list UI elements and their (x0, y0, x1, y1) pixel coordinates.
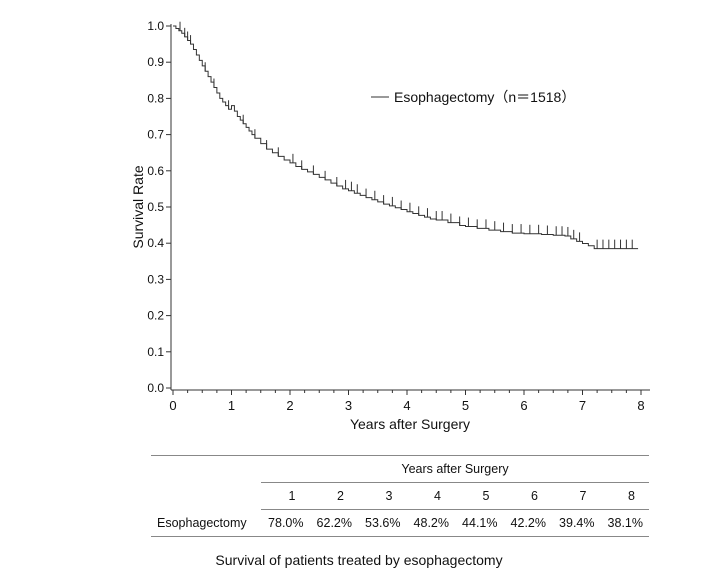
x-tick-label: 0 (169, 398, 176, 413)
y-tick-label: 0.5 (147, 200, 164, 214)
x-tick-label: 6 (520, 398, 527, 413)
plot-area (173, 21, 639, 250)
y-tick-label: 1.0 (147, 19, 164, 33)
y-tick-label: 0.2 (147, 309, 164, 323)
table-corner (151, 455, 261, 483)
y-tick-label: 0.1 (147, 345, 164, 359)
table-cell: 48.2% (406, 509, 455, 537)
x-tick-label: 3 (345, 398, 352, 413)
y-tick-label: 0.6 (147, 164, 164, 178)
y-tick-label: 0.8 (147, 91, 164, 105)
y-axis-ticks: 0.0 0.1 0.2 0.3 0.4 0.5 0.6 0.7 0.8 0.9 1.0 (147, 19, 171, 395)
y-tick-label: 0.0 (147, 381, 164, 395)
table-year-header: 5 (455, 482, 504, 510)
x-axis-ticks: 0 1 2 3 4 5 6 7 8 (169, 390, 645, 413)
table-cell: 38.1% (600, 509, 649, 537)
y-tick-label: 0.4 (147, 236, 164, 250)
y-tick-label: 0.9 (147, 55, 164, 69)
legend-label: Esophagectomy（n＝1518） (394, 89, 575, 105)
x-tick-label: 2 (286, 398, 293, 413)
table-cell: 42.2% (503, 509, 552, 537)
table-year-header: 7 (552, 482, 601, 510)
x-axis-title: Years after Surgery (350, 416, 470, 432)
table-row: Esophagectomy 78.0% 62.2% 53.6% 48.2% 44.1% 4… (151, 509, 649, 537)
table-header: Years after Surgery (261, 455, 649, 483)
x-tick-label: 4 (403, 398, 410, 413)
chart-axes (170, 24, 650, 391)
table-year-header: 6 (503, 482, 552, 510)
x-tick-label: 5 (462, 398, 469, 413)
table-row-label: Esophagectomy (151, 509, 261, 537)
table-year-header: 8 (600, 482, 649, 510)
table-years-corner (151, 483, 261, 510)
survival-curve (173, 25, 639, 250)
table-year-header: 3 (358, 482, 407, 510)
table-cell: 62.2% (309, 509, 358, 537)
figure-caption: Survival of patients treated by esophage… (215, 552, 503, 568)
table-cell: 39.4% (552, 509, 601, 537)
table-year-header: 1 (261, 482, 310, 510)
y-tick-label: 0.7 (147, 128, 164, 142)
y-axis-title: Survival Rate (130, 165, 146, 248)
table-year-header: 4 (406, 482, 455, 510)
table-cell: 44.1% (455, 509, 504, 537)
table-cell: 78.0% (261, 509, 310, 537)
x-tick-label: 1 (228, 398, 235, 413)
x-tick-label: 7 (579, 398, 586, 413)
survival-chart: 0.0 0.1 0.2 0.3 0.4 0.5 0.6 0.7 0.8 0.9 1.0 0 1 2 3 4 5… (130, 19, 650, 432)
x-tick-label: 8 (637, 398, 644, 413)
table-cell: 53.6% (358, 509, 407, 537)
y-tick-label: 0.3 (147, 272, 164, 286)
table-year-header: 2 (309, 482, 358, 510)
legend: Esophagectomy（n＝1518） (371, 89, 575, 105)
table-header-row: Years after Surgery (151, 455, 649, 483)
